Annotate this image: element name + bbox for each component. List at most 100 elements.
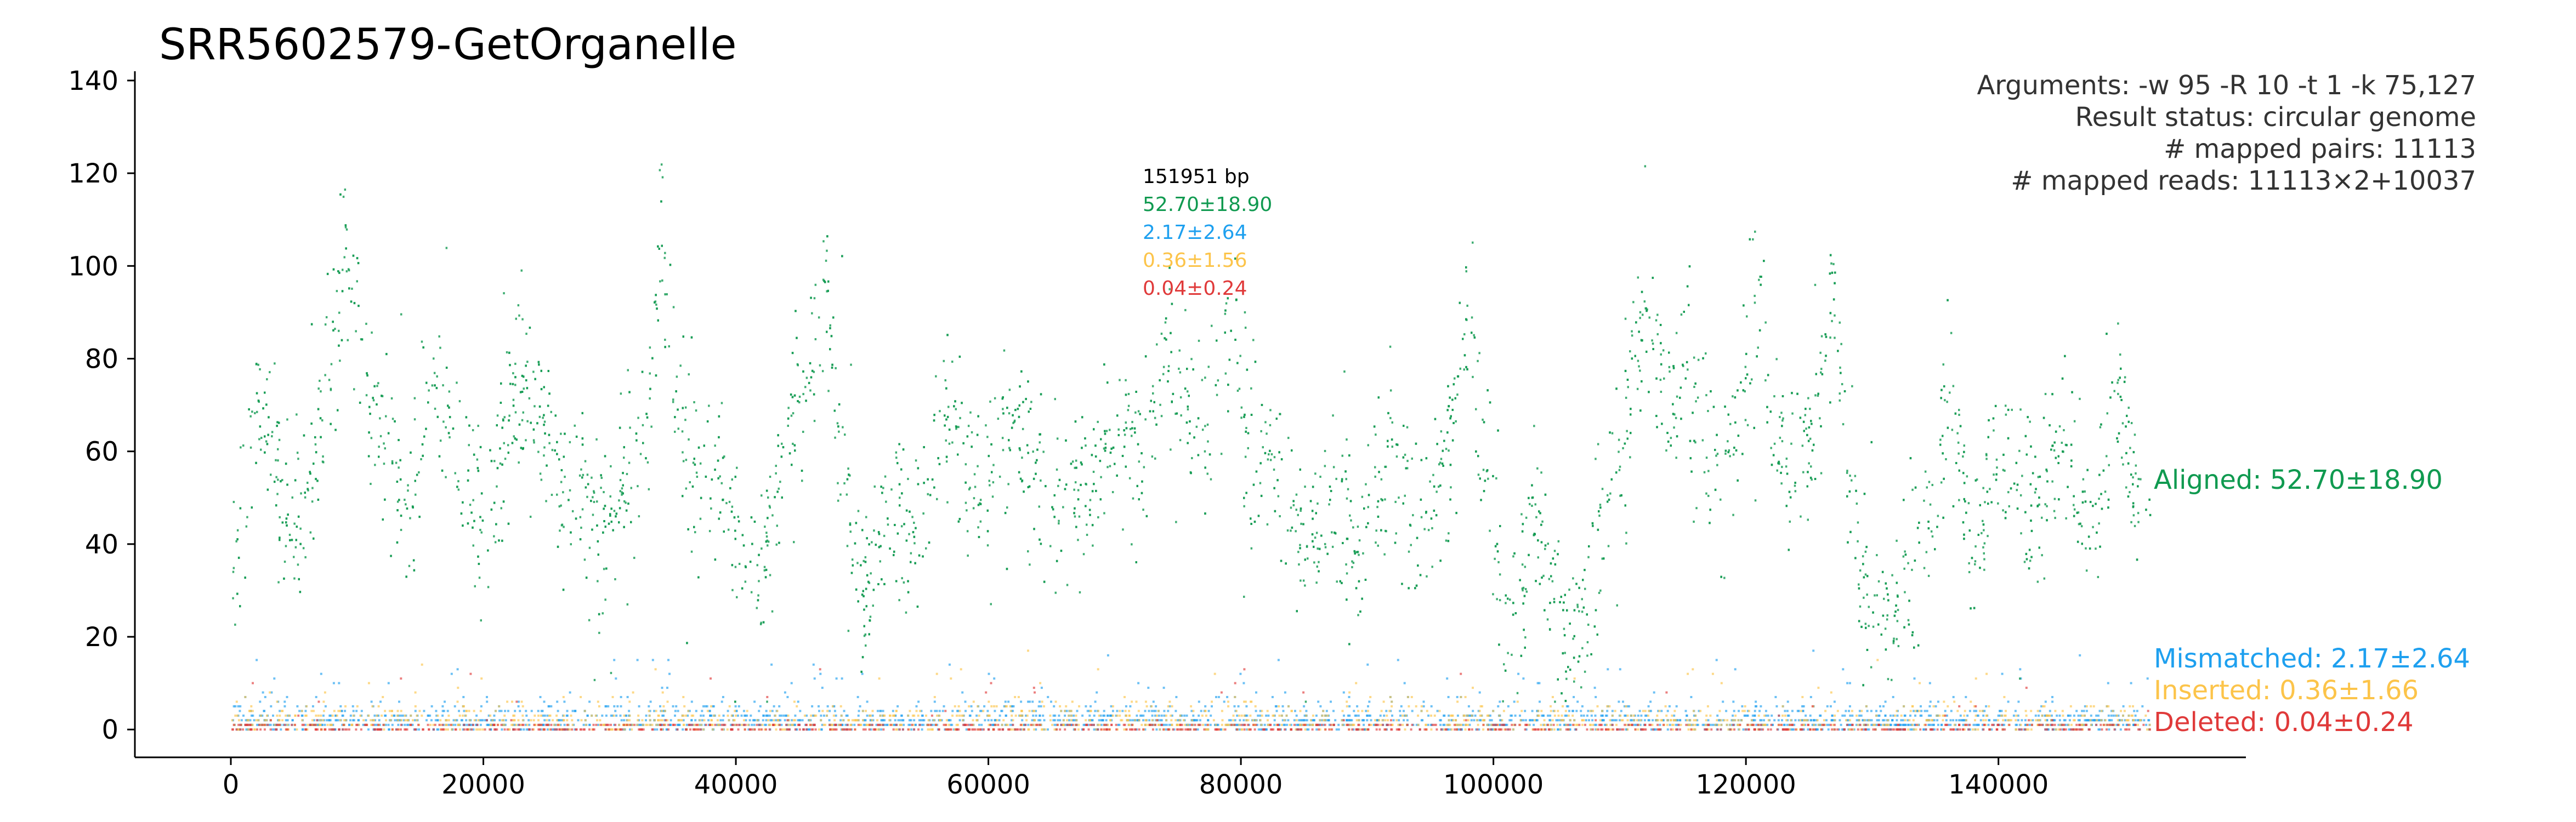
deleted-point (518, 723, 521, 726)
inserted-point (1823, 719, 1825, 722)
deleted-point (1616, 728, 1619, 731)
inserted-point (1609, 719, 1612, 722)
mismatched-point (2136, 710, 2138, 712)
inserted-point (2025, 728, 2028, 731)
inserted-point (1417, 714, 1420, 717)
deleted-point (744, 723, 747, 726)
mismatched-point (441, 714, 444, 717)
inserted-point (623, 714, 626, 717)
mismatched-point (1940, 728, 1943, 731)
mismatched-point (1649, 700, 1652, 703)
mismatched-point (990, 719, 993, 722)
deleted-point (1367, 728, 1370, 731)
inserted-point (2069, 705, 2072, 707)
inserted-point (2096, 719, 2098, 722)
mismatched-point (1829, 705, 1832, 707)
deleted-point (1769, 728, 1772, 731)
mismatched-point (1811, 723, 1814, 726)
deleted-point (1524, 728, 1527, 731)
mismatched-point (648, 705, 650, 707)
mismatched-point (992, 723, 995, 726)
mismatched-point (1236, 714, 1239, 717)
inserted-point (247, 728, 249, 731)
deleted-point (997, 723, 1000, 726)
mismatched-point (1271, 696, 1274, 698)
deleted-point (1110, 723, 1113, 726)
inserted-point (1726, 719, 1729, 722)
mismatched-point (1693, 714, 1695, 717)
deleted-point (1154, 723, 1156, 726)
mismatched-point (662, 710, 665, 712)
deleted-point (1639, 728, 1642, 731)
mismatched-point (571, 710, 574, 712)
mismatched-point (1171, 714, 1173, 717)
mismatched-point (1619, 719, 1621, 722)
inserted-point (968, 705, 971, 707)
mismatched-point (268, 723, 270, 726)
deleted-point (2100, 723, 2102, 726)
deleted-point (1015, 728, 1018, 731)
inserted-point (769, 710, 771, 712)
inserted-point (1044, 728, 1047, 731)
inserted-point (1816, 719, 1819, 722)
mismatched-point (1557, 719, 1559, 722)
inserted-point (649, 723, 651, 726)
inserted-point (628, 700, 631, 703)
mismatched-point (667, 659, 669, 661)
mismatched-point (1327, 719, 1330, 722)
inserted-point (418, 710, 421, 712)
deleted-point (428, 728, 430, 731)
mismatched-point (563, 700, 566, 703)
deleted-point (1262, 728, 1264, 731)
deleted-point (486, 719, 488, 722)
mismatched-point (1356, 705, 1359, 707)
mismatched-point (2040, 705, 2043, 707)
inserted-point (1224, 723, 1227, 726)
deleted-point (1496, 723, 1499, 726)
inserted-point (331, 714, 334, 717)
mismatched-point (1185, 723, 1188, 726)
mismatched-point (1196, 719, 1199, 722)
mismatched-point (2118, 719, 2121, 722)
mismatched-point (1315, 728, 1318, 731)
mismatched-point (2012, 714, 2015, 717)
inserted-point (637, 719, 639, 722)
inserted-point (2105, 723, 2108, 726)
inserted-point (792, 723, 795, 726)
inserted-point (899, 723, 901, 726)
mismatched-point (1572, 710, 1575, 712)
inserted-point (1065, 705, 1068, 707)
inserted-point (2070, 723, 2073, 726)
mismatched-point (546, 714, 549, 717)
mismatched-point (949, 719, 952, 722)
inserted-point (562, 719, 565, 722)
mismatched-point (465, 719, 468, 722)
deleted-point (1243, 728, 1246, 731)
deleted-point (1944, 723, 1947, 726)
mismatched-point (1675, 723, 1677, 726)
mismatched-point (1876, 719, 1879, 722)
mismatched-point (430, 719, 433, 722)
mismatched-point (914, 723, 917, 726)
mismatched-point (902, 719, 905, 722)
mismatched-point (1937, 700, 1939, 703)
deleted-point (1809, 728, 1812, 731)
inserted-point (657, 719, 660, 722)
inserted-point (248, 710, 251, 712)
inserted-point (1573, 723, 1576, 726)
mismatched-point (964, 710, 967, 712)
mismatched-point (1801, 719, 1803, 722)
inserted-point (733, 719, 736, 722)
mismatched-point (639, 723, 642, 726)
mismatched-point (1587, 710, 1590, 712)
inserted-point (761, 723, 764, 726)
inserted-point (986, 714, 989, 717)
deleted-point (756, 723, 758, 726)
inserted-point (519, 723, 522, 726)
mismatched-point (1510, 719, 1513, 722)
inserted-point (939, 719, 941, 722)
deleted-point (1834, 728, 1836, 731)
inserted-point (532, 719, 535, 722)
mismatched-point (1786, 719, 1789, 722)
mismatched-point (362, 723, 365, 726)
